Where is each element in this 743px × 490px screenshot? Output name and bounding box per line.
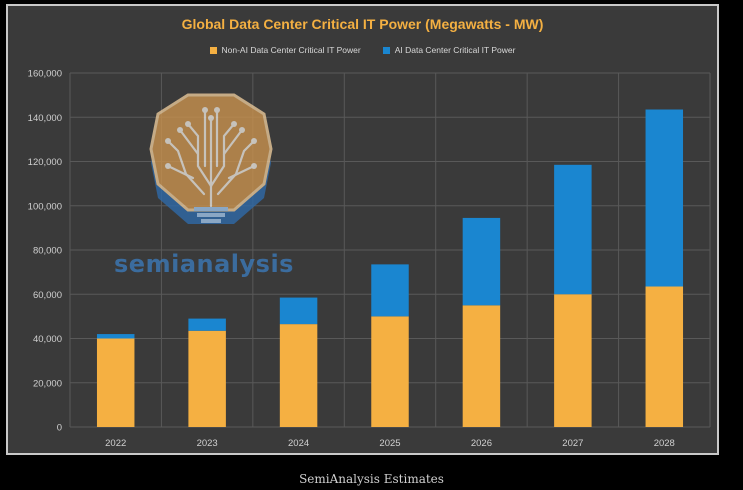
watermark-text: semianalysis <box>114 250 294 278</box>
bar-ai-2026 <box>462 217 501 306</box>
legend-item-ai: AI Data Center Critical IT Power <box>382 45 516 55</box>
x-tick-label: 2023 <box>197 438 218 449</box>
y-tick-label: 60,000 <box>33 290 62 301</box>
legend-label-ai: AI Data Center Critical IT Power <box>394 45 516 55</box>
chart-title: Global Data Center Critical IT Power (Me… <box>181 16 544 32</box>
bar-ai-2024 <box>279 297 318 325</box>
bar-non-ai-2026 <box>462 305 501 427</box>
bar-non-ai-2028 <box>645 286 684 427</box>
y-tick-label: 100,000 <box>28 201 62 212</box>
y-tick-label: 80,000 <box>33 246 62 257</box>
bar-non-ai-2022 <box>96 338 135 427</box>
x-tick-label: 2022 <box>105 438 126 449</box>
x-tick-label: 2028 <box>654 438 675 449</box>
chart-caption: SemiAnalysis Estimates <box>299 472 444 486</box>
legend-item-non-ai: Non-AI Data Center Critical IT Power <box>209 45 361 55</box>
x-tick-label: 2027 <box>562 438 583 449</box>
bar-ai-2028 <box>645 109 684 287</box>
chart-frame: Global Data Center Critical IT Power (Me… <box>6 4 719 455</box>
x-tick-label: 2024 <box>288 438 309 449</box>
y-tick-label: 0 <box>57 423 62 434</box>
bar-non-ai-2024 <box>279 324 318 427</box>
y-tick-label: 160,000 <box>28 69 62 80</box>
bar-ai-2023 <box>188 318 226 331</box>
bar-non-ai-2023 <box>188 330 226 427</box>
bar-ai-2022 <box>96 334 135 339</box>
x-tick-label: 2025 <box>379 438 400 449</box>
bar-non-ai-2025 <box>371 316 409 427</box>
legend-label-non-ai: Non-AI Data Center Critical IT Power <box>221 45 361 55</box>
chart-legend: Non-AI Data Center Critical IT Power AI … <box>8 45 717 55</box>
x-tick-label: 2026 <box>471 438 492 449</box>
y-tick-label: 40,000 <box>33 334 62 345</box>
legend-swatch-non-ai <box>209 46 217 54</box>
bar-ai-2027 <box>554 164 592 295</box>
y-tick-label: 20,000 <box>33 378 62 389</box>
y-tick-label: 140,000 <box>28 113 62 124</box>
legend-swatch-ai <box>382 46 390 54</box>
y-tick-label: 120,000 <box>28 157 62 168</box>
semianalysis-logo: semianalysis <box>114 93 294 278</box>
bar-ai-2025 <box>371 264 409 317</box>
bar-non-ai-2027 <box>554 294 592 427</box>
plot-area: 0 20,000 40,000 60,000 80,000 100,000 120,000 1… <box>28 69 711 449</box>
